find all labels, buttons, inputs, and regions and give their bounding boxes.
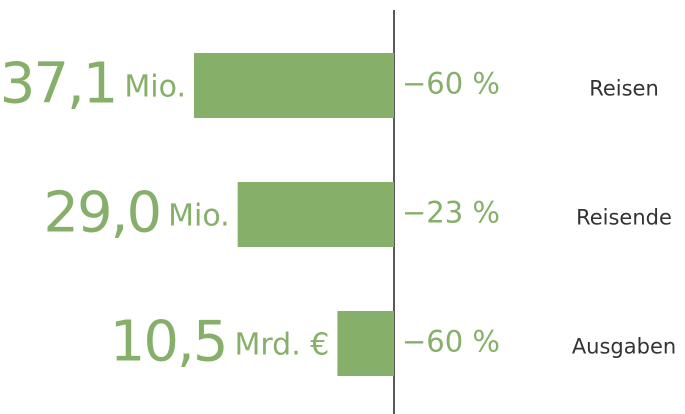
- value-unit: Mrd. €: [234, 327, 329, 362]
- category-label: Reisen: [589, 77, 659, 101]
- value-unit: Mio.: [124, 69, 186, 104]
- category-label: Reisende: [576, 206, 672, 230]
- change-label: −60 %: [402, 325, 500, 359]
- value-number: 37,1: [0, 52, 116, 117]
- change-label: −60 %: [402, 67, 500, 101]
- value-unit: Mio.: [168, 198, 230, 233]
- value-label: 29,0 Mio.: [43, 181, 229, 246]
- value-label: 10,5 Mrd. €: [110, 310, 330, 375]
- value-number: 10,5: [110, 310, 227, 375]
- value-number: 29,0: [43, 181, 160, 246]
- value-label: 37,1 Mio.: [0, 52, 186, 117]
- bar: [237, 182, 394, 247]
- category-label: Ausgaben: [572, 335, 676, 359]
- bar: [337, 311, 394, 376]
- change-label: −23 %: [402, 196, 500, 230]
- bar: [194, 53, 394, 118]
